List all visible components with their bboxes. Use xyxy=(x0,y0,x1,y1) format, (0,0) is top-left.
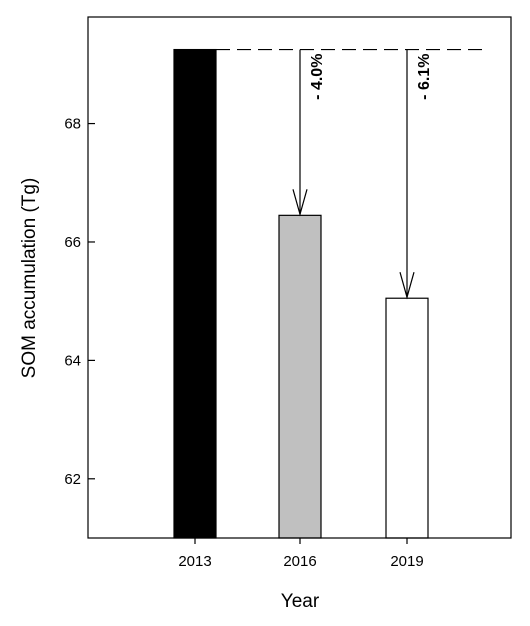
annotation-2016: - 4.0% xyxy=(292,49,326,217)
y-axis: 62 64 66 68 xyxy=(64,116,95,488)
annotation-label-2019: - 6.1% xyxy=(416,54,433,100)
y-tick-label-68: 68 xyxy=(64,116,81,133)
arrow-head-2019 xyxy=(399,272,415,300)
x-axis: 2013 2016 2019 xyxy=(178,538,424,570)
x-tick-label-2016: 2016 xyxy=(283,553,316,570)
bar-2019 xyxy=(385,297,429,539)
x-axis-title: Year xyxy=(281,591,320,612)
y-axis-title: SOM accumulation (Tg) xyxy=(19,178,40,379)
bar-2013 xyxy=(173,48,217,539)
y-tick-label-66: 66 xyxy=(64,234,81,251)
annotations-group: - 4.0% - 6.1% xyxy=(292,49,433,300)
bars-group xyxy=(173,48,429,539)
arrow-head-2016 xyxy=(292,189,308,217)
x-tick-label-2013: 2013 xyxy=(178,553,211,570)
y-tick-label-64: 64 xyxy=(64,352,81,369)
x-tick-label-2019: 2019 xyxy=(390,553,423,570)
y-tick-label-62: 62 xyxy=(64,471,81,488)
bar-2016 xyxy=(278,214,322,539)
annotation-label-2016: - 4.0% xyxy=(309,54,326,100)
annotation-2019: - 6.1% xyxy=(399,49,433,300)
